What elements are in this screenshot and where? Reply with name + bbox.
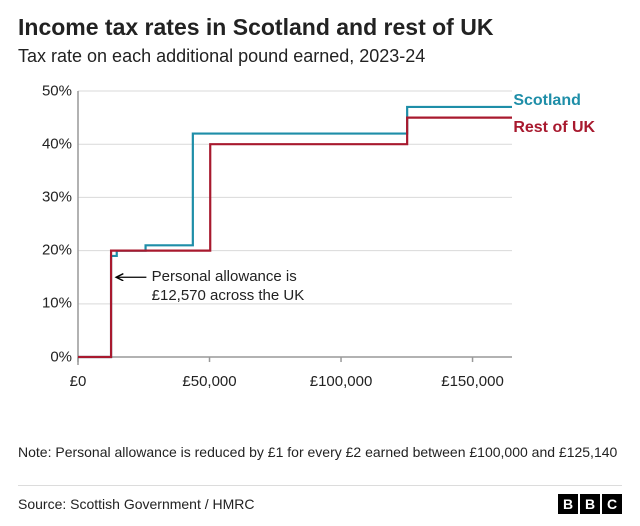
source-text: Source: Scottish Government / HMRC [18,496,255,512]
bbc-logo-letter: C [602,494,622,514]
y-tick-label: 50% [42,82,78,99]
page-title: Income tax rates in Scotland and rest of… [18,14,622,42]
bbc-logo-letter: B [558,494,578,514]
plot-area: 0%10%20%30%40%50%£0£50,000£100,000£150,0… [78,91,512,365]
bbc-logo: B B C [558,494,622,514]
subtitle: Tax rate on each additional pound earned… [18,46,622,67]
x-tick-label: £50,000 [182,365,236,390]
y-tick-label: 30% [42,189,78,206]
y-tick-label: 0% [50,348,78,365]
x-tick-label: £0 [70,365,87,390]
bbc-logo-letter: B [580,494,600,514]
y-tick-label: 20% [42,242,78,259]
chart-svg [78,91,512,365]
chart-container: 0% 10% 20% 30% 40% 50% £0 £50,000 £100,000 £150,0… [18,81,622,401]
y-tick-label: 40% [42,135,78,152]
annotation-text: Personal allowance is£12,570 across the … [152,268,305,306]
x-tick-label: £150,000 [441,365,504,390]
footer: Source: Scottish Government / HMRC B B C [18,485,622,514]
series-label: Scotland [513,92,581,110]
y-tick-label: 10% [42,295,78,312]
x-tick-label: £100,000 [310,365,373,390]
series-label: Rest of UK [513,119,595,137]
note-text: Note: Personal allowance is reduced by £… [18,443,622,461]
